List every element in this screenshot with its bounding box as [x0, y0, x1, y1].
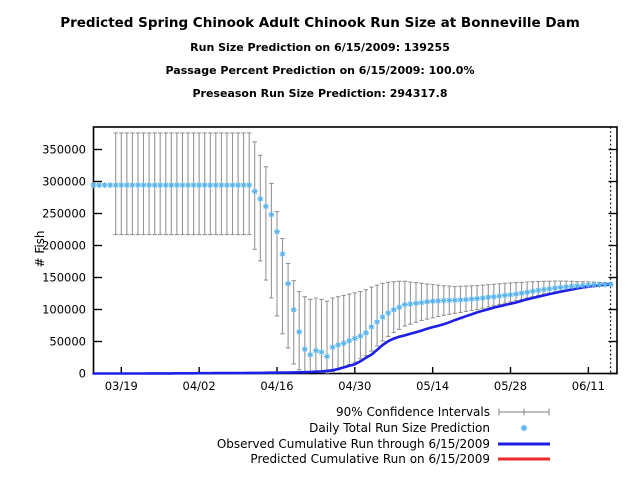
run-size-prediction-subtitle: Run Size Prediction on 6/15/2009: 139255 [190, 41, 450, 54]
daily-prediction-points [90, 182, 614, 360]
legend-label-predicted-cumulative: Predicted Cumulative Run on 6/15/2009 [250, 452, 490, 466]
y-tick-label: 300000 [42, 175, 86, 189]
observed-cumulative-line [92, 283, 612, 375]
blue-line-swatch-icon [498, 442, 550, 446]
y-axis-ticks: 0 50000 100000 150000 200000 250000 300000 3500… [42, 143, 617, 381]
legend-item-daily-prediction: Daily Total Run Size Prediction [0, 420, 556, 436]
y-axis-label: # Fish [33, 230, 47, 268]
x-tick-label: 04/16 [260, 379, 293, 393]
passage-percent-subtitle: Passage Percent Prediction on 6/15/2009:… [165, 64, 475, 77]
x-tick-label: 03/19 [105, 379, 138, 393]
legend-item-confidence-intervals: 90% Confidence Intervals [0, 404, 556, 420]
red-line-swatch-icon [498, 457, 550, 461]
y-tick-label: 100000 [42, 303, 86, 317]
legend-item-predicted-cumulative: Predicted Cumulative Run on 6/15/2009 [0, 451, 556, 467]
y-tick-label: 250000 [42, 207, 86, 221]
y-tick-label: 150000 [42, 271, 86, 285]
x-tick-label: 05/28 [494, 379, 527, 393]
preseason-prediction-subtitle: Preseason Run Size Prediction: 294317.8 [192, 87, 448, 100]
x-tick-label: 04/30 [338, 379, 371, 393]
y-tick-label: 0 [79, 367, 86, 381]
y-tick-label: 200000 [42, 239, 86, 253]
x-tick-label: 05/14 [416, 379, 449, 393]
y-tick-label: 350000 [42, 143, 86, 157]
x-tick-label: 06/11 [572, 379, 605, 393]
legend-label-observed-cumulative: Observed Cumulative Run through 6/15/200… [216, 437, 490, 451]
x-axis-ticks: 03/19 04/02 04/16 04/30 05/14 05/28 06/11 [105, 367, 605, 393]
legend-label-daily-prediction: Daily Total Run Size Prediction [309, 421, 490, 435]
errorbar-swatch-icon [498, 408, 550, 416]
confidence-interval-bars [113, 132, 613, 374]
asterisk-swatch-icon [520, 424, 528, 432]
chart-title: Predicted Spring Chinook Adult Chinook R… [60, 15, 580, 31]
legend-label-confidence-intervals: 90% Confidence Intervals [336, 405, 490, 419]
x-tick-label: 04/02 [183, 379, 216, 393]
legend-item-observed-cumulative: Observed Cumulative Run through 6/15/200… [0, 436, 556, 452]
y-tick-label: 50000 [49, 335, 86, 349]
